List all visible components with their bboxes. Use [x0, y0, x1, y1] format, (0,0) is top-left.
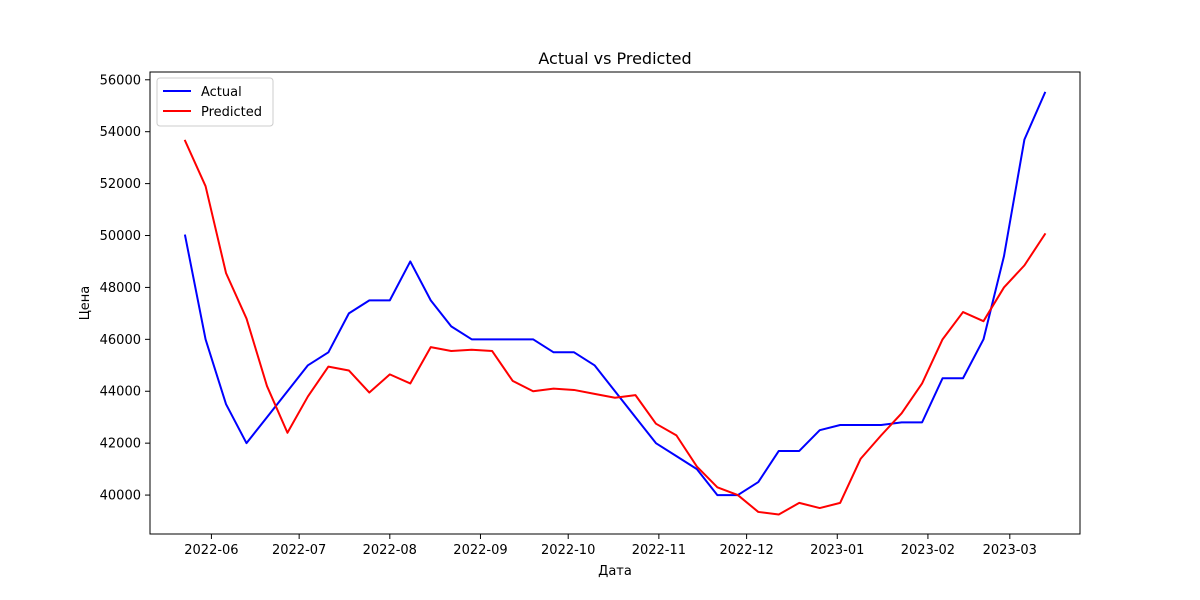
legend: Actual Predicted: [156, 77, 274, 127]
y-tick-label: 52000: [100, 177, 141, 192]
y-tick-label: 46000: [100, 333, 141, 348]
y-tick-label: 42000: [100, 437, 141, 452]
y-tick-label: 48000: [100, 281, 141, 296]
x-tick-label: 2023-01: [810, 543, 864, 558]
y-axis: 40000 42000 44000 46000 48000 50000 52000 54000…: [100, 73, 150, 504]
x-axis: 2022-06 2022-07 2022-08 2022-09 2022-10 2022-…: [184, 534, 1037, 558]
plot-area: [183, 91, 1047, 516]
x-axis-title: Дата: [598, 564, 632, 579]
series-line-predicted: [183, 139, 1047, 516]
x-tick-label: 2022-12: [719, 543, 773, 558]
x-tick-label: 2022-08: [363, 543, 417, 558]
x-tick-label: 2023-03: [983, 543, 1037, 558]
legend-label-predicted: Predicted: [201, 105, 262, 120]
x-tick-label: 2022-09: [453, 543, 507, 558]
legend-label-actual: Actual: [201, 85, 242, 100]
x-tick-label: 2022-07: [272, 543, 326, 558]
x-tick-label: 2022-10: [541, 543, 595, 558]
y-tick-label: 50000: [100, 229, 141, 244]
x-tick-label: 2022-11: [632, 543, 686, 558]
y-tick-label: 56000: [100, 73, 141, 88]
y-tick-label: 40000: [100, 489, 141, 504]
series-line-actual: [183, 91, 1047, 497]
x-tick-label: 2022-06: [184, 543, 238, 558]
y-axis-title: Цена: [78, 286, 93, 321]
chart-title: Actual vs Predicted: [538, 49, 691, 68]
y-tick-label: 54000: [100, 125, 141, 140]
x-tick-label: 2023-02: [901, 543, 955, 558]
y-tick-label: 44000: [100, 385, 141, 400]
plot-frame: [149, 71, 1081, 535]
